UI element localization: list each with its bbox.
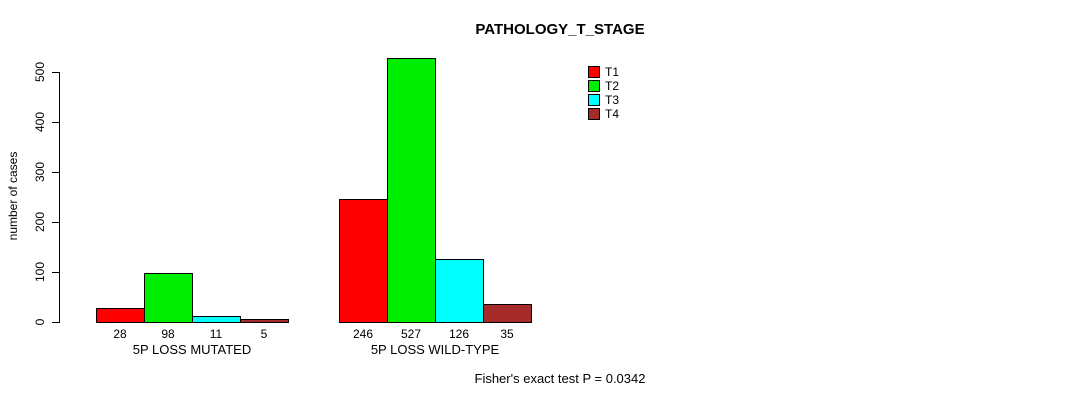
bar-value-label: 126: [448, 327, 470, 341]
y-tick-mark: [52, 272, 59, 273]
bar-t1-group2: [339, 199, 388, 323]
fisher-test-annotation: Fisher's exact test P = 0.0342: [474, 371, 646, 386]
bar-value-label: 246: [352, 327, 374, 341]
legend-row-t3: T3: [588, 93, 619, 107]
bar-t4-group2: [483, 304, 532, 323]
bar-value-label: 527: [400, 327, 422, 341]
legend-swatch-icon: [588, 108, 600, 120]
legend-label: T1: [605, 65, 620, 79]
y-axis-label: number of cases: [6, 151, 20, 241]
bar-t2-group1: [144, 273, 193, 323]
bar-value-label: 98: [161, 327, 175, 341]
bar-value-label: 11: [209, 327, 223, 341]
y-tick-mark: [52, 122, 59, 123]
y-tick-mark: [52, 322, 59, 323]
legend-swatch-icon: [588, 80, 600, 92]
bar-t2-group2: [387, 58, 436, 323]
category-label: 5P LOSS WILD-TYPE: [370, 342, 500, 357]
y-axis-line: [59, 72, 60, 323]
y-tick-mark: [52, 222, 59, 223]
bar-t3-group2: [435, 259, 484, 323]
legend: T1 T2 T3 T4: [588, 65, 619, 121]
bar-value-label: 5: [260, 327, 268, 341]
category-label: 5P LOSS MUTATED: [132, 342, 252, 357]
legend-row-t4: T4: [588, 107, 619, 121]
legend-swatch-icon: [588, 66, 600, 78]
bar-t3-group1: [192, 316, 241, 323]
y-tick-label: 0: [33, 318, 47, 326]
legend-row-t2: T2: [588, 79, 619, 93]
y-tick-mark: [52, 72, 59, 73]
y-tick-label: 300: [33, 161, 47, 183]
y-tick-label: 100: [33, 261, 47, 283]
legend-label: T2: [605, 79, 620, 93]
legend-label: T3: [605, 93, 620, 107]
chart-title: PATHOLOGY_T_STAGE: [475, 21, 645, 38]
y-tick-label: 200: [33, 211, 47, 233]
y-tick-label: 500: [33, 61, 47, 83]
bar-t1-group1: [96, 308, 145, 323]
bar-value-label: 28: [113, 327, 127, 341]
y-tick-label: 400: [33, 111, 47, 133]
bar-t4-group1: [240, 319, 289, 323]
legend-swatch-icon: [588, 94, 600, 106]
legend-row-t1: T1: [588, 65, 619, 79]
legend-label: T4: [605, 107, 620, 121]
y-tick-mark: [52, 172, 59, 173]
bar-value-label: 35: [500, 327, 514, 341]
